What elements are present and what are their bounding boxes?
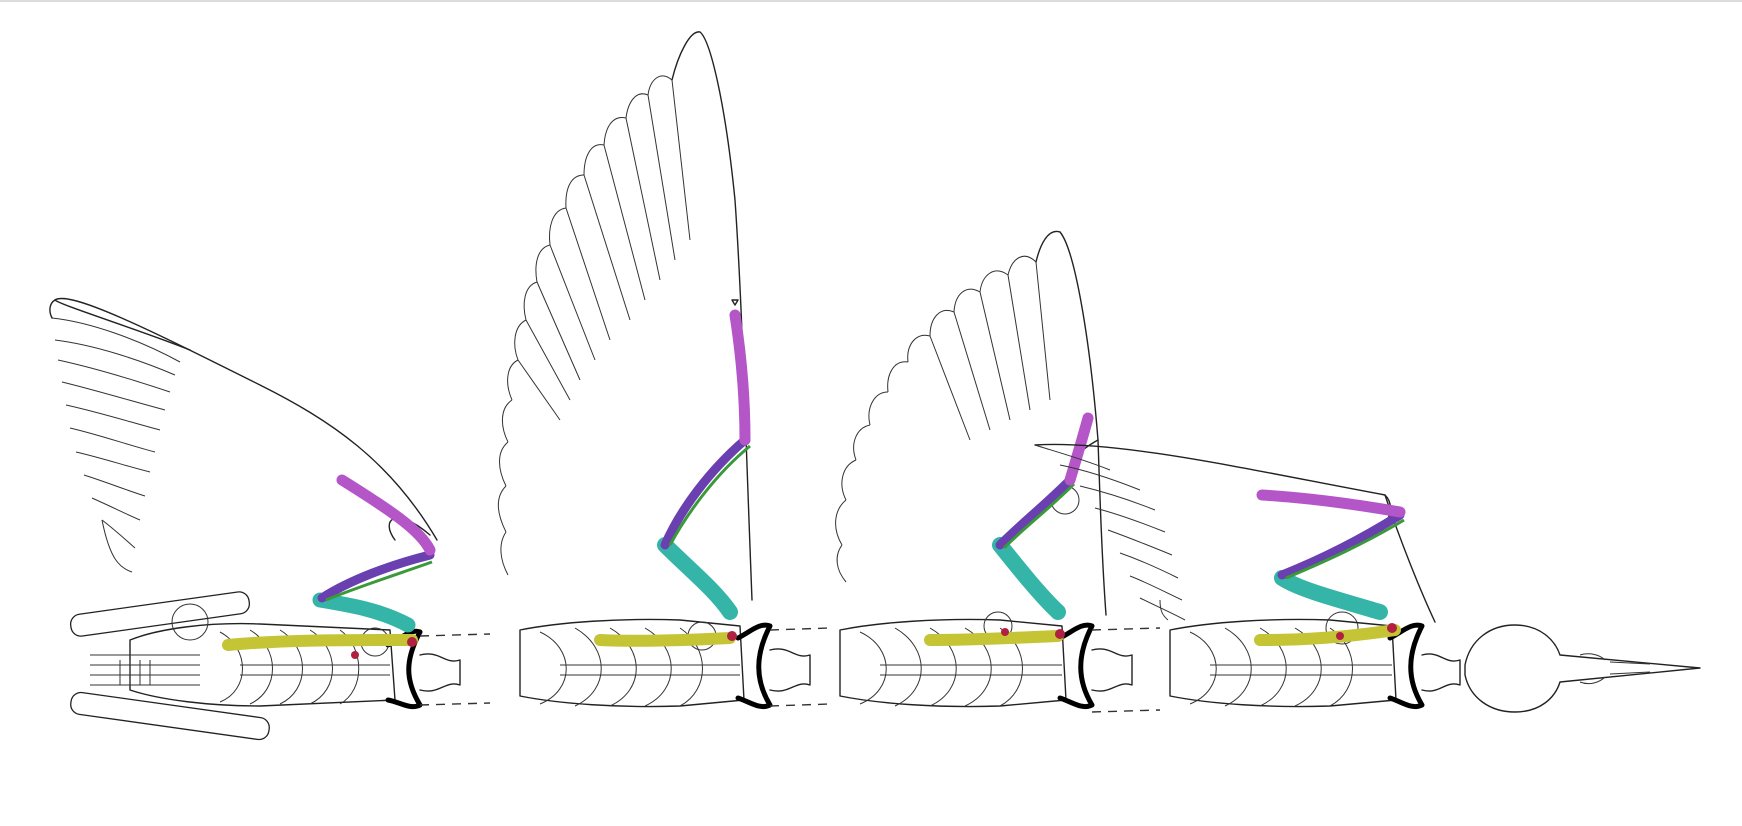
panel-1-wing-bones <box>222 474 436 659</box>
panel-2 <box>498 31 831 710</box>
panel-3-humerus <box>992 537 1066 620</box>
panel-4-wing-bones <box>1254 489 1406 646</box>
panel-4-radius <box>1285 518 1405 580</box>
panel-4-coracoid <box>1254 624 1401 646</box>
panel-2-skeleton <box>519 618 831 710</box>
panel-2-radius <box>668 444 751 546</box>
panel-3-coracoid <box>924 630 1064 646</box>
panel-4-humerus <box>1274 570 1388 620</box>
panel-1-sternum-joint <box>351 651 359 659</box>
top-border <box>0 0 1742 2</box>
panel-1 <box>49 297 491 741</box>
panel-3-manus <box>1064 412 1094 486</box>
panel-4-wing-outline <box>1034 443 1436 623</box>
panel-4 <box>1034 443 1701 713</box>
panel-1-humerus <box>312 592 416 633</box>
panel-4-skeleton <box>1169 611 1701 713</box>
panel-1-shoulder-joint <box>407 637 417 647</box>
panel-2-shoulder-joint <box>727 631 737 641</box>
panel-4-manus <box>1256 489 1406 518</box>
panel-1-radius <box>325 560 433 602</box>
panel-4-shoulder-joint <box>1387 623 1397 633</box>
panel-3-radius <box>1002 482 1076 550</box>
panel-3 <box>835 230 1161 713</box>
panel-1-radius-ulna <box>317 550 435 603</box>
panel-3-sternum-joint <box>1001 628 1009 636</box>
panel-4-sternum-joint <box>1336 632 1344 640</box>
panel-2-radius-ulna <box>660 435 750 550</box>
panel-1-manus <box>336 474 436 556</box>
panel-1-wing-outline <box>49 297 438 573</box>
panel-2-manus <box>729 309 751 446</box>
panel-3-wing-outline <box>835 230 1107 616</box>
panel-2-coracoid <box>594 632 736 647</box>
panel-2-humerus <box>657 537 738 620</box>
panel-3-wing-bones <box>924 412 1094 646</box>
panel-2-wing-bones <box>594 299 751 647</box>
panel-2-wing-outline <box>498 31 753 601</box>
panel-3-shoulder-joint <box>1055 629 1065 639</box>
panel-3-skeleton <box>839 485 1161 713</box>
panel-1-skeleton <box>69 591 491 741</box>
panel-3-radius-ulna <box>995 475 1075 550</box>
panel-1-coracoid <box>222 634 418 651</box>
panel-4-skull <box>1464 624 1701 713</box>
panel-4-radius-ulna <box>1277 510 1405 580</box>
